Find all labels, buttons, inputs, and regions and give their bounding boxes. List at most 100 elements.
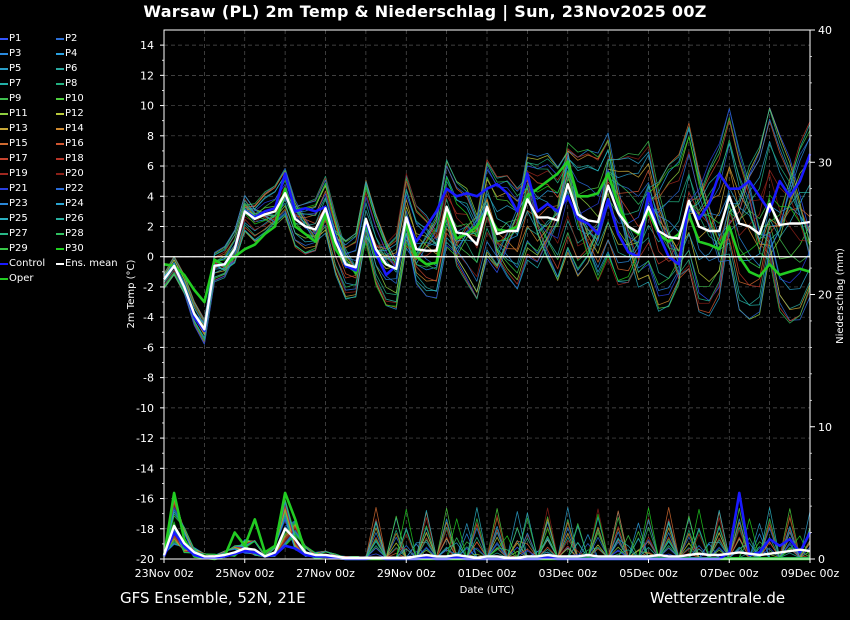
legend-swatch xyxy=(56,143,64,145)
x-tick-label: 05Dec 00z xyxy=(619,567,678,580)
x-tick-label: 03Dec 00z xyxy=(538,567,597,580)
legend-swatch xyxy=(0,113,8,115)
legend-swatch xyxy=(56,233,64,235)
controltemp-line xyxy=(162,153,812,333)
legend-label: P4 xyxy=(65,48,78,59)
legend-swatch xyxy=(56,53,64,55)
ens-meantemp-line xyxy=(163,182,811,331)
y-tick-label: 2 xyxy=(147,220,154,233)
legend-swatch xyxy=(56,203,64,205)
legend-swatch xyxy=(56,98,64,100)
legend-label: P12 xyxy=(65,108,84,119)
ens-meanprecip-line xyxy=(162,524,811,559)
y2-tick-label: 0 xyxy=(818,553,825,566)
legend-swatch xyxy=(56,188,64,190)
legend-label: P8 xyxy=(65,78,78,89)
x-tick-label: 29Nov 00z xyxy=(377,567,436,580)
legend-swatch xyxy=(0,248,8,250)
y-tick-label: 6 xyxy=(147,160,154,173)
y-tick-label: 8 xyxy=(147,130,154,143)
member-26-temp-line xyxy=(163,126,811,325)
legend-label: P7 xyxy=(9,78,22,89)
legend-label: P17 xyxy=(9,153,28,164)
x-tick-label: 23Nov 00z xyxy=(135,567,194,580)
legend-label: P10 xyxy=(65,93,84,104)
legend-label: P16 xyxy=(65,138,84,149)
legend-label: P1 xyxy=(9,33,22,44)
y-tick-label: -8 xyxy=(143,372,154,385)
member-27-temp-line xyxy=(163,108,811,322)
legend-swatch xyxy=(56,68,64,70)
legend-swatch xyxy=(0,128,8,130)
x-tick-label: 07Dec 00z xyxy=(700,567,759,580)
legend-label: Ens. mean xyxy=(65,258,118,269)
y-tick-label: -18 xyxy=(136,523,154,536)
chart-title: Warsaw (PL) 2m Temp & Niederschlag | Sun… xyxy=(143,2,707,21)
legend-label: P5 xyxy=(9,63,22,74)
legend-label: P20 xyxy=(65,168,84,179)
y2-tick-label: 20 xyxy=(818,289,832,302)
y2-axis-label: Niederschlag (mm) xyxy=(835,248,846,344)
legend-swatch xyxy=(56,248,64,250)
y-tick-label: 10 xyxy=(140,100,154,113)
y-tick-label: 0 xyxy=(147,251,154,264)
legend-swatch xyxy=(0,188,8,190)
y-tick-label: -20 xyxy=(136,553,154,566)
legend-label: P18 xyxy=(65,153,84,164)
legend-swatch xyxy=(56,128,64,130)
footer-model: GFS Ensemble, 52N, 21E xyxy=(120,589,306,607)
legend-label: P11 xyxy=(9,108,28,119)
legend-label: P28 xyxy=(65,228,84,239)
legend-label: P27 xyxy=(9,228,28,239)
x-tick-label: 09Dec 00z xyxy=(781,567,840,580)
main-series xyxy=(162,153,812,561)
legend-swatch xyxy=(56,83,64,85)
legend-label: P14 xyxy=(65,123,84,134)
legend-swatch xyxy=(0,143,8,145)
legend-label: P15 xyxy=(9,138,28,149)
y-axis-label: 2m Temp (°C) xyxy=(126,259,137,328)
member-21-temp-line xyxy=(163,108,811,345)
legend-swatch xyxy=(0,203,8,205)
legend-swatch xyxy=(56,218,64,220)
y-tick-label: -4 xyxy=(143,311,154,324)
legend-swatch xyxy=(56,113,64,115)
legend-swatch xyxy=(0,173,8,175)
legend-swatch xyxy=(0,218,8,220)
legend-label: P25 xyxy=(9,213,28,224)
legend-swatch xyxy=(56,38,64,40)
x-axis-label: Date (UTC) xyxy=(460,585,515,596)
member-8-temp-line xyxy=(163,144,811,327)
legend-swatch xyxy=(0,278,8,280)
y-tick-label: 4 xyxy=(147,190,154,203)
x-tick-label: 25Nov 00z xyxy=(215,567,274,580)
legend-swatch xyxy=(56,158,64,160)
legend-label: P23 xyxy=(9,198,28,209)
legend-swatch xyxy=(0,233,8,235)
x-tick-label: 27Nov 00z xyxy=(296,567,355,580)
legend-label: P9 xyxy=(9,93,22,104)
y-tick-label: -16 xyxy=(136,493,154,506)
legend-label: P19 xyxy=(9,168,28,179)
y-tick-label: 12 xyxy=(140,69,154,82)
legend-swatch xyxy=(0,158,8,160)
legend-label: P3 xyxy=(9,48,22,59)
legend-swatch xyxy=(0,98,8,100)
member-28-temp-line xyxy=(163,139,811,341)
legend-swatch xyxy=(0,83,8,85)
member-5-temp-line xyxy=(163,140,811,320)
y2-tick-label: 30 xyxy=(818,156,832,169)
legend-label: P2 xyxy=(65,33,78,44)
legend-swatch xyxy=(0,68,8,70)
axes: 14121086420-2-4-6-8-10-12-14-16-18-20403… xyxy=(135,24,840,580)
y2-tick-label: 10 xyxy=(818,421,832,434)
legend-label: P30 xyxy=(65,243,84,254)
legend-label: P24 xyxy=(65,198,84,209)
member-24-temp-line xyxy=(163,151,811,332)
legend-label: P21 xyxy=(9,183,28,194)
y-tick-label: -10 xyxy=(136,402,154,415)
y-tick-label: -6 xyxy=(143,341,154,354)
y-tick-label: -2 xyxy=(143,281,154,294)
legend-swatch xyxy=(0,53,8,55)
legend-swatch xyxy=(56,263,64,265)
